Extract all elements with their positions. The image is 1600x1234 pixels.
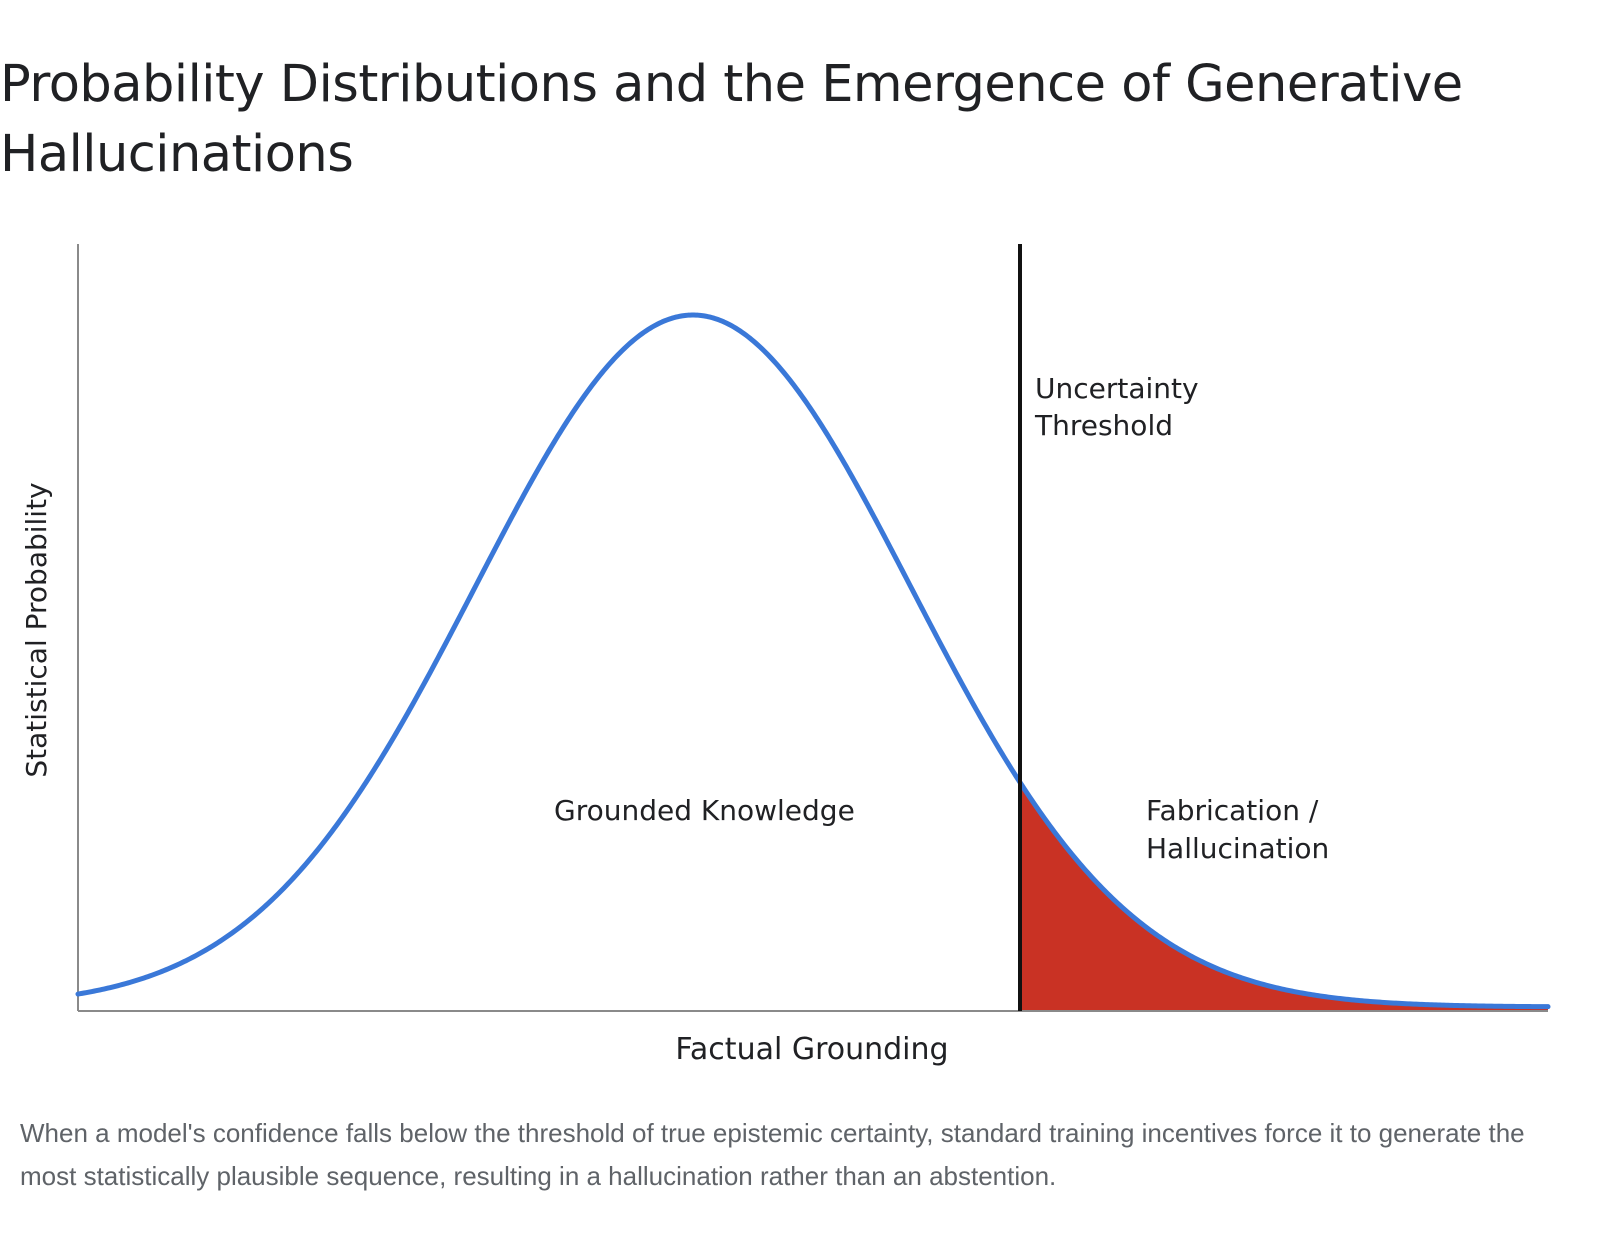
threshold-label: Uncertainty Threshold [1034, 372, 1199, 442]
label-line: Fabrication / [1146, 794, 1319, 827]
grounded-knowledge-label: Grounded Knowledge [554, 794, 855, 827]
label-line: Grounded Knowledge [554, 794, 855, 827]
page-title: Probability Distributions and the Emerge… [0, 55, 1463, 184]
label-line: Hallucination [1146, 832, 1329, 865]
y-axis-label: Statistical Probability [20, 482, 53, 777]
figure-caption: When a model's confidence falls below th… [20, 1118, 1525, 1191]
fabrication-label: Fabrication / Hallucination [1146, 794, 1329, 865]
distribution-curve [75, 312, 1551, 1010]
hallucination-area [1020, 782, 1548, 1011]
label-line: Uncertainty [1035, 372, 1199, 405]
label-line: Threshold [1034, 409, 1173, 442]
x-axis-label: Factual Grounding [675, 1032, 948, 1067]
